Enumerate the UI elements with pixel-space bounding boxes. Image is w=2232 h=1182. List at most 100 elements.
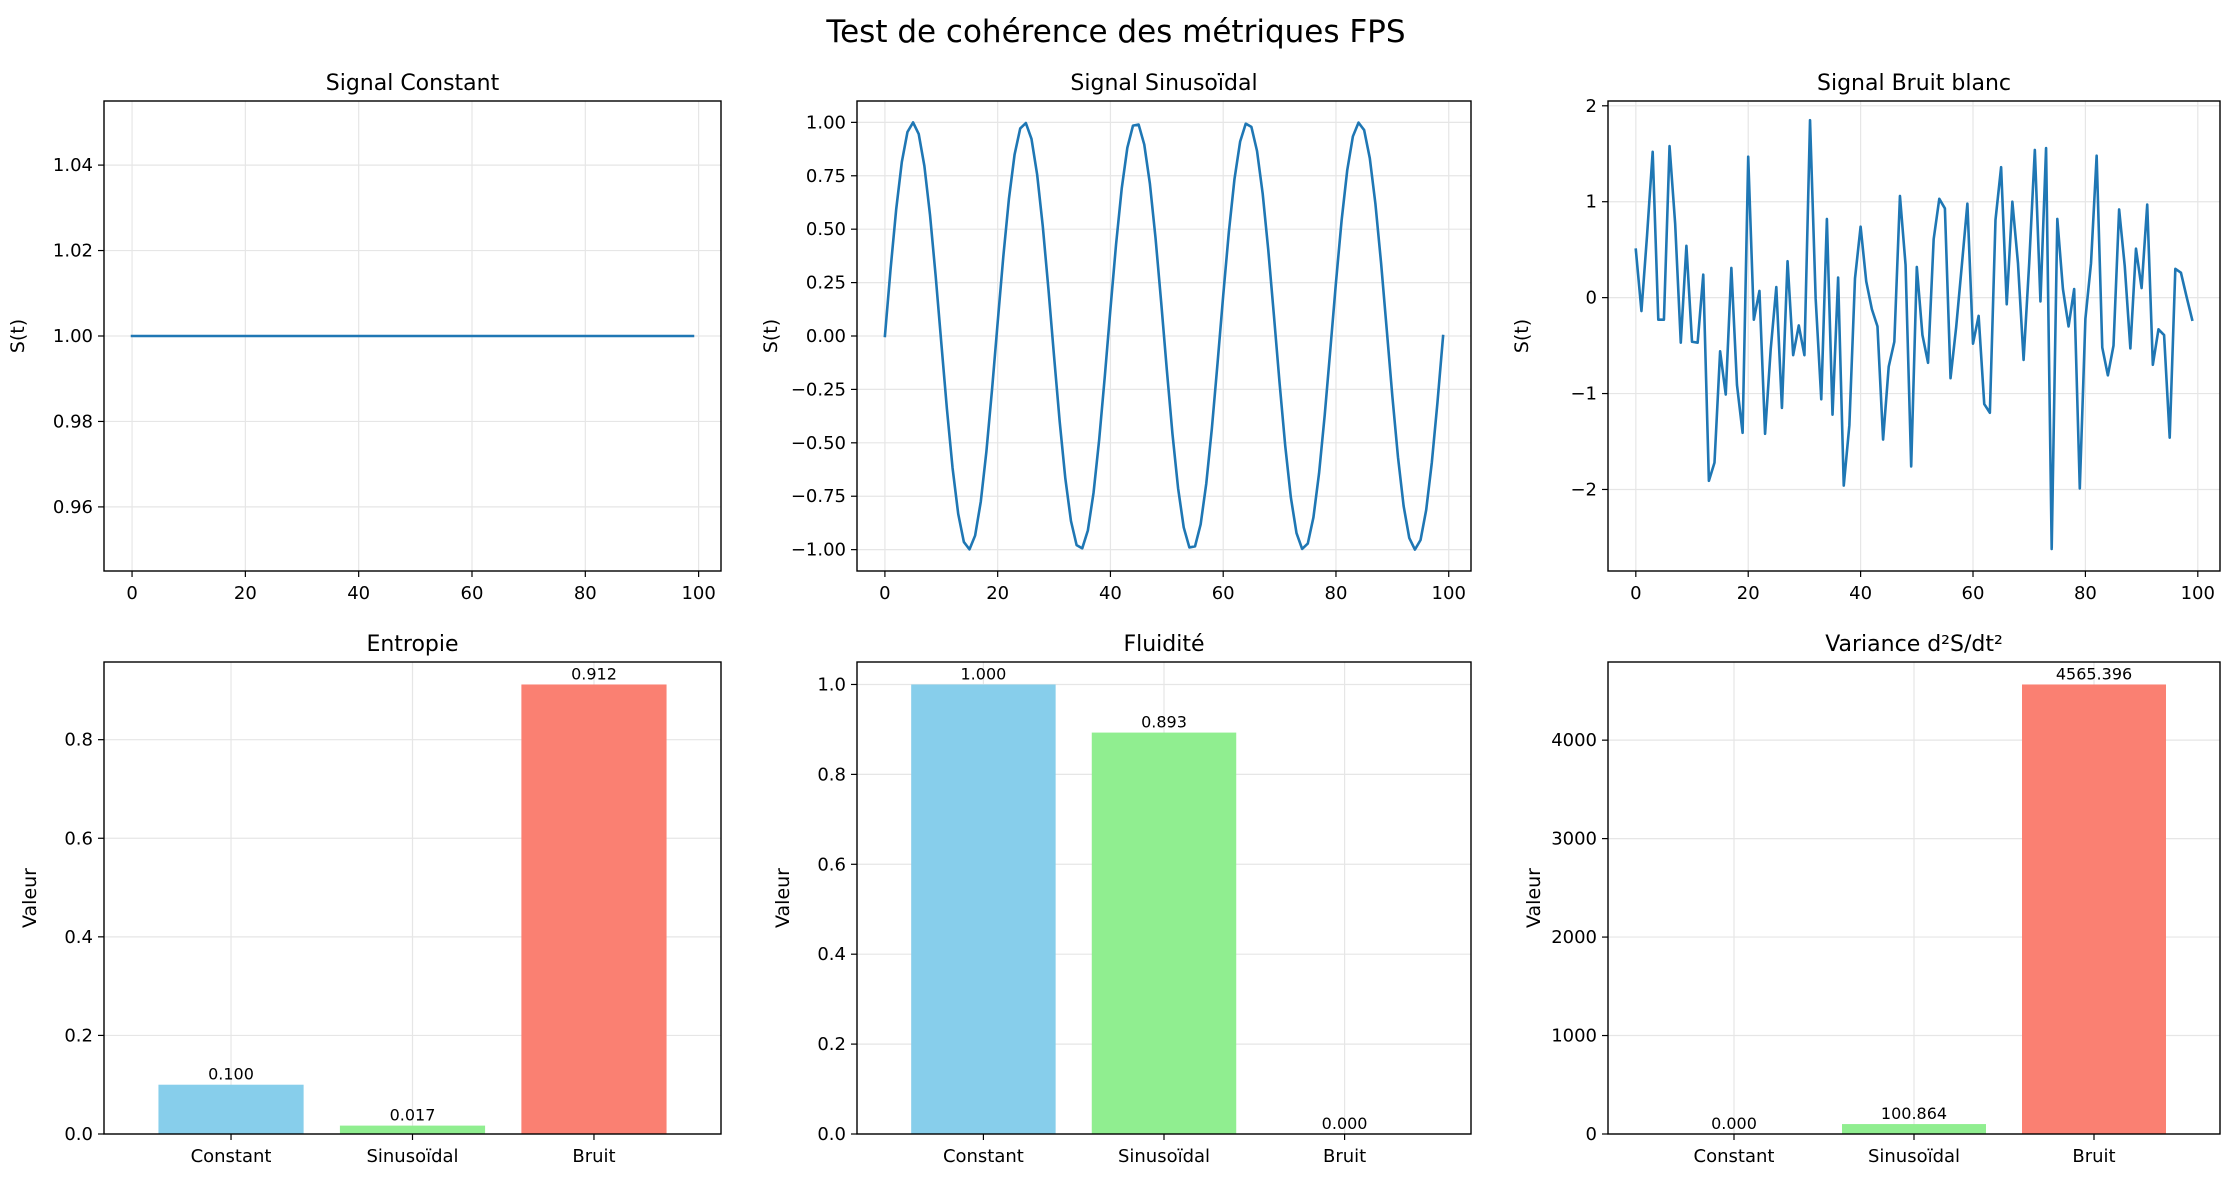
axes-frame (103, 100, 722, 572)
y-tick-label: 2000 (1551, 927, 1597, 948)
x-tick-label: 0 (1630, 583, 1641, 604)
subplot-1: Signal Constant 0.96 0.98 1.00 1.02 1.04 0 20 40… (7, 71, 722, 604)
subplot-4: Entropie 0.0 0.2 0.4 0.6 0.8 Constant Sinusoïda… (19, 632, 722, 1167)
y-axis-label: S(t) (1511, 319, 1533, 353)
y-axis-label: S(t) (760, 319, 782, 353)
data-label: 0.000 (1711, 1114, 1757, 1133)
y-tick-label: 0.0 (817, 1124, 846, 1145)
data-label: 0.893 (1141, 713, 1187, 732)
y-axis-label: Valeur (772, 868, 794, 928)
x-tick-label: Bruit (572, 1146, 615, 1167)
x-tick-label: Bruit (1323, 1146, 1366, 1167)
y-axis-label: S(t) (7, 319, 29, 353)
y-tick-label: 0 (1586, 1124, 1597, 1145)
x-tick-label: 80 (2074, 583, 2097, 604)
data-label: 4565.396 (2056, 664, 2132, 683)
bar-sinusoïdal (1091, 732, 1237, 1134)
y-tick-label: 0.98 (53, 411, 93, 432)
y-tick-label: 3000 (1551, 829, 1597, 850)
figure-title: Test de cohérence des métriques FPS (825, 14, 1405, 50)
y-tick-label: 1.04 (53, 155, 93, 176)
y-tick-label: 4000 (1551, 730, 1597, 751)
subplot-2: Signal Sinusoïdal −1.00 −0.75 −0.50 −0.25 0.0… (760, 71, 1472, 604)
bar-constant (158, 1084, 304, 1134)
x-tick-label: Bruit (2072, 1146, 2115, 1167)
x-tick-label: 0 (126, 583, 137, 604)
y-tick-label: 0.00 (806, 326, 846, 347)
x-tick-label: Constant (943, 1146, 1024, 1167)
x-tick-label: Constant (1694, 1146, 1775, 1167)
subplot-6: Variance d²S/dt² 0 1000 2000 3000 4000 Constan… (1523, 632, 2221, 1167)
y-tick-label: −0.25 (791, 379, 846, 400)
subplot-title: Variance d²S/dt² (1825, 632, 2003, 657)
y-tick-label: 1 (1586, 192, 1597, 213)
bar-bruit (521, 684, 667, 1134)
data-label: 0.017 (390, 1106, 436, 1125)
ticks: 0 1000 2000 3000 4000 Constant Sinusoïdal Bruit (1551, 730, 2115, 1167)
x-tick-label: 60 (1212, 583, 1235, 604)
x-tick-label: Sinusoïdal (366, 1146, 458, 1167)
data-label: 1.000 (961, 664, 1007, 683)
x-tick-label: Constant (191, 1146, 272, 1167)
x-tick-label: 60 (461, 583, 484, 604)
y-tick-label: 0.8 (817, 764, 846, 785)
series-line-1 (883, 121, 1445, 551)
ticks: 0.0 0.2 0.4 0.6 0.8 1.0 Constant Sinusoïdal Brui… (817, 674, 1366, 1167)
data-label: 0.000 (1322, 1114, 1368, 1133)
data-label: 0.100 (208, 1065, 254, 1084)
x-tick-label: Sinusoïdal (1118, 1146, 1210, 1167)
x-tick-label: 80 (1325, 583, 1348, 604)
x-tick-label: 40 (1849, 583, 1872, 604)
y-tick-label: 0 (1586, 288, 1597, 309)
x-tick-label: 20 (234, 583, 257, 604)
y-tick-label: 0.2 (64, 1025, 93, 1046)
y-tick-label: 0.8 (64, 730, 93, 751)
y-axis-label: Valeur (1523, 868, 1545, 928)
axes-frame (856, 100, 1472, 572)
x-tick-label: 100 (1432, 583, 1466, 604)
axes-frame (103, 661, 722, 1135)
subplot-title: Fluidité (1123, 632, 1204, 657)
y-tick-label: 0.4 (64, 927, 93, 948)
y-tick-label: 1000 (1551, 1026, 1597, 1047)
ticks: −1.00 −0.75 −0.50 −0.25 0.00 0.25 0.50 0.75 1.00… (791, 112, 1466, 604)
ticks: 0.96 0.98 1.00 1.02 1.04 0 20 40 60 80 100 (53, 155, 716, 604)
y-tick-label: 0.25 (806, 273, 846, 294)
y-tick-label: −1.00 (791, 540, 846, 561)
y-tick-label: 0.2 (817, 1034, 846, 1055)
x-tick-label: Sinusoïdal (1868, 1146, 1960, 1167)
y-tick-label: −1 (1570, 384, 1597, 405)
series-line-1 (1634, 118, 2194, 551)
y-tick-label: 0.6 (817, 854, 846, 875)
axes-frame (1607, 661, 2221, 1135)
bar-sinusoïdal (1842, 1124, 1986, 1134)
bar-sinusoïdal (339, 1125, 486, 1134)
data-label: 100.864 (1881, 1104, 1947, 1123)
y-tick-label: 0.4 (817, 944, 846, 965)
y-tick-label: 1.0 (817, 674, 846, 695)
x-tick-label: 20 (1737, 583, 1760, 604)
y-tick-label: 0.6 (64, 828, 93, 849)
x-tick-label: 40 (1099, 583, 1122, 604)
y-tick-label: 1.02 (53, 241, 93, 262)
y-tick-label: 1.00 (53, 326, 93, 347)
ticks: 0.0 0.2 0.4 0.6 0.8 Constant Sinusoïdal Bruit (64, 730, 615, 1167)
subplot-title: Entropie (366, 632, 458, 657)
y-tick-label: 1.00 (806, 112, 846, 133)
subplot-title: Signal Bruit blanc (1817, 71, 2011, 96)
x-tick-label: 80 (574, 583, 597, 604)
y-tick-label: 0.50 (806, 219, 846, 240)
subplot-title: Signal Constant (326, 71, 500, 96)
y-tick-label: −0.75 (791, 486, 846, 507)
y-tick-label: 0.75 (806, 166, 846, 187)
bar-constant (911, 684, 1056, 1134)
axes-frame (1607, 100, 2221, 572)
x-tick-label: 40 (347, 583, 370, 604)
y-tick-label: 2 (1586, 96, 1597, 117)
y-tick-label: 0.96 (53, 497, 93, 518)
x-tick-label: 100 (2181, 583, 2215, 604)
axes-frame (856, 661, 1472, 1135)
